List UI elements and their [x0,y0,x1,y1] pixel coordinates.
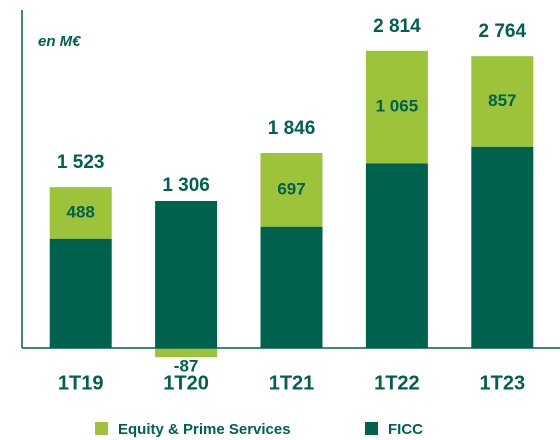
value-label: 488 [67,202,95,221]
bar-segment [365,50,428,164]
x-tick-label: 1T22 [374,372,420,394]
bar-segment [471,146,534,349]
value-label: -87 [174,357,199,376]
value-label: 857 [488,91,516,110]
total-label: 1 846 [268,118,316,139]
x-tick-label: 1T20 [163,372,209,394]
bar-segment [49,238,112,349]
legend-label: FICC [388,421,423,438]
bar-segment [49,187,112,239]
value-label: 1 149 [270,277,313,296]
value-label: 1 392 [165,264,208,283]
value-label: 1 065 [376,97,419,116]
bar-segment [155,348,218,358]
value-label: 697 [277,179,305,198]
total-label: 2 764 [479,21,527,42]
x-tick-label: 1T19 [58,372,104,394]
total-label: 1 523 [57,152,105,173]
bar-segment [260,226,323,349]
total-label: 1 306 [162,175,210,196]
value-label: 1 906 [481,237,524,256]
legend-swatch [365,422,378,435]
bar-segment [365,163,428,349]
value-label: 1 749 [376,245,419,264]
bar-segment [260,153,323,227]
bar-segment [155,200,218,349]
x-tick-label: 1T23 [480,372,526,394]
legend-swatch [95,422,108,435]
unit-note: en M€ [38,33,81,50]
x-tick-label: 1T21 [269,372,315,394]
value-label: 1 035 [59,283,102,302]
bar-segment [471,56,534,147]
legend-label: Equity & Prime Services [118,421,291,438]
total-label: 2 814 [373,16,421,37]
